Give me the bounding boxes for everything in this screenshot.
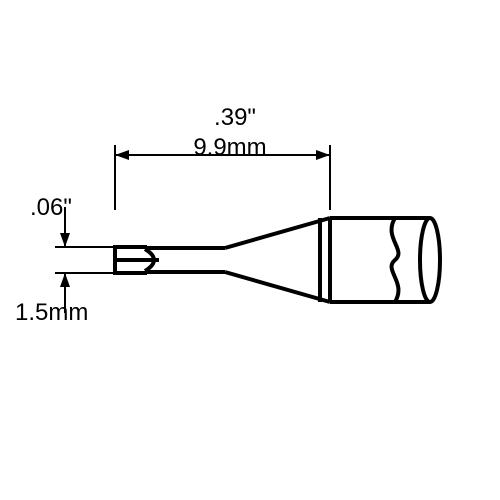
dim-arrowhead	[115, 150, 129, 160]
taper-bottom	[225, 272, 330, 302]
dim-arrowhead	[60, 273, 70, 287]
taper-top	[225, 218, 330, 248]
length-inches: .39"	[214, 104, 256, 131]
length-mm: 9.9mm	[193, 134, 266, 161]
barrel-end-ellipse	[420, 218, 440, 302]
width-mm: 1.5mm	[15, 299, 88, 326]
break-line	[392, 218, 399, 302]
dim-arrowhead	[316, 150, 330, 160]
width-inches: .06"	[30, 194, 72, 221]
dim-arrowhead	[60, 233, 70, 247]
